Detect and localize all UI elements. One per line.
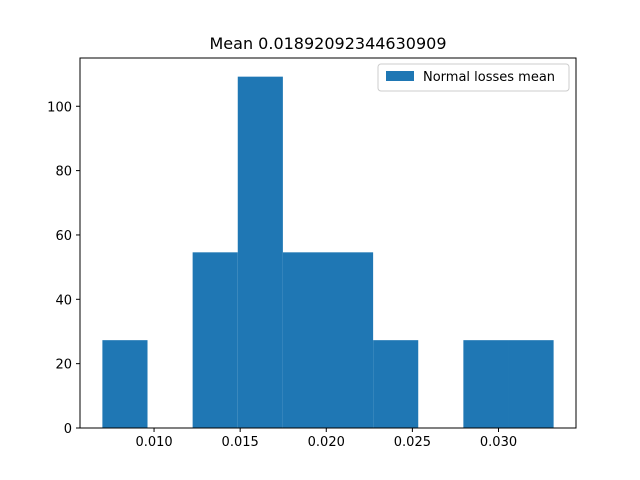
- axes-frame: [79, 57, 577, 429]
- histogram-bar: [192, 252, 238, 428]
- y-tick-label: 20: [55, 358, 72, 373]
- y-tick-label: 80: [55, 165, 72, 180]
- chart-title: Mean 0.01892092344630909: [210, 34, 447, 53]
- bars-group: [102, 76, 554, 429]
- y-tick-label: 60: [55, 229, 72, 244]
- histogram-bar: [508, 340, 554, 428]
- x-axis: 0.010 0.015 0.020 0.025 0.030: [135, 428, 517, 450]
- histogram-bar: [102, 340, 148, 428]
- x-tick-label: 0.015: [222, 435, 259, 450]
- y-tick-label: 0: [64, 422, 72, 437]
- x-tick-label: 0.010: [135, 435, 172, 450]
- histogram-bar: [463, 340, 509, 428]
- legend-swatch: [386, 71, 414, 81]
- x-tick-label: 0.020: [308, 435, 345, 450]
- histogram-bar: [373, 340, 419, 428]
- histogram-bar: [282, 252, 328, 428]
- legend-label: Normal losses mean: [423, 70, 555, 85]
- x-tick-label: 0.030: [480, 435, 517, 450]
- y-tick-label: 40: [55, 293, 72, 308]
- legend-box: [377, 63, 570, 92]
- histogram-bar: [237, 76, 283, 429]
- y-axis: 0 20 40 60 80 100: [47, 100, 80, 437]
- y-tick-label: 100: [47, 100, 72, 115]
- histogram-bar: [328, 252, 374, 428]
- x-tick-label: 0.025: [394, 435, 431, 450]
- legend: Normal losses mean: [377, 63, 570, 92]
